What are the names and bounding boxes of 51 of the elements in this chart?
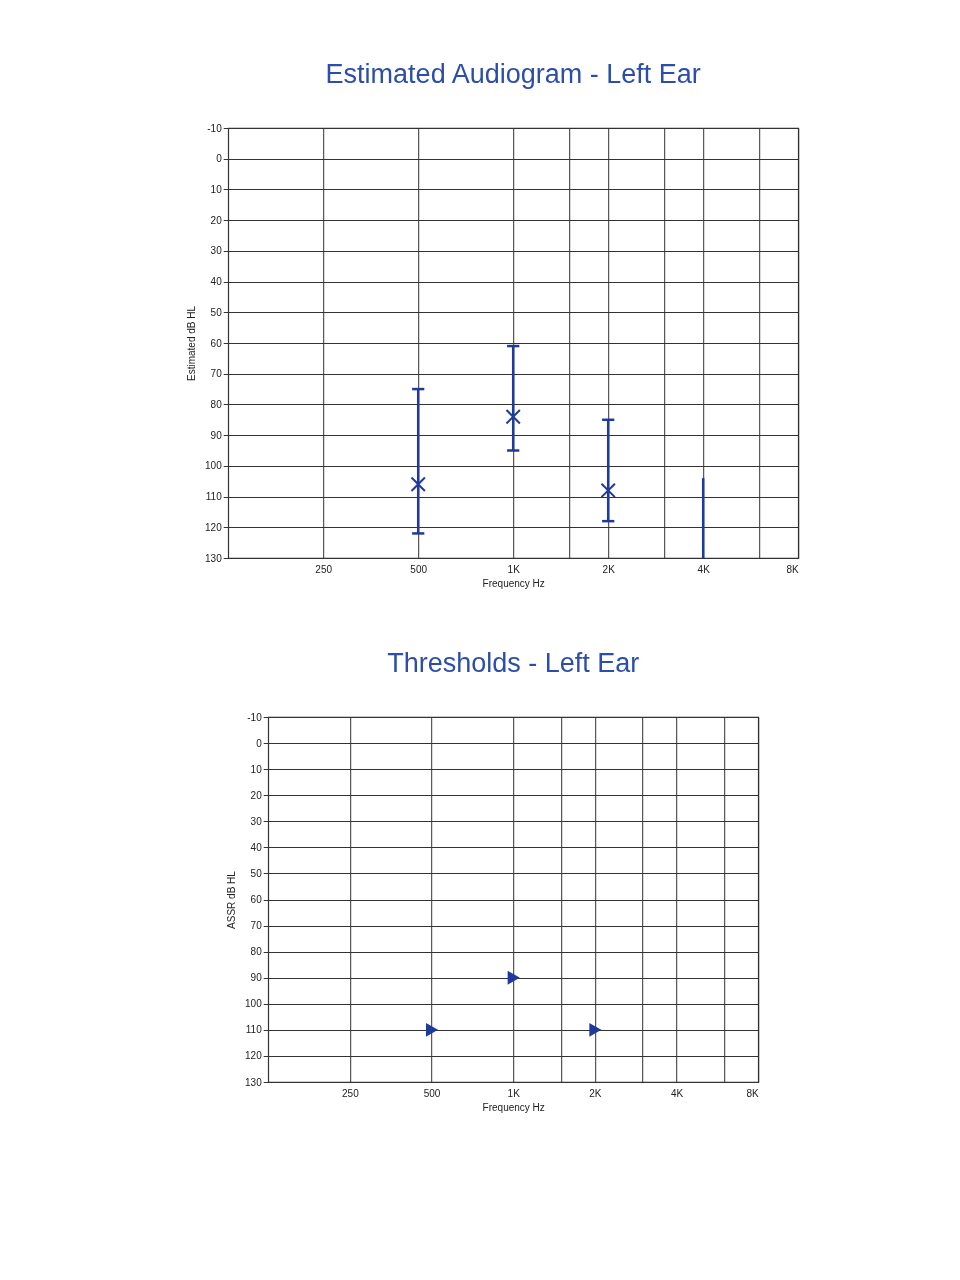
y-tick-label: 80 xyxy=(250,946,263,958)
x-tick-label: 250 xyxy=(315,563,333,575)
y-tick-label: 50 xyxy=(250,867,263,879)
x-tick-label: 1K xyxy=(507,563,521,575)
y-tick-label: 50 xyxy=(210,306,223,318)
y-tick-label: 30 xyxy=(210,245,223,257)
y-tick-label: 60 xyxy=(210,337,223,349)
point xyxy=(505,409,521,425)
chart-title: Thresholds - Left Ear xyxy=(387,648,640,678)
y-tick-label: 130 xyxy=(245,1076,263,1088)
y-tick-label: -10 xyxy=(247,711,263,723)
y-tick-label: 0 xyxy=(256,737,263,749)
y-axis-title: Estimated dB HL xyxy=(186,305,198,382)
x-tick-label: 8K xyxy=(746,1087,760,1099)
y-tick-label: 90 xyxy=(250,972,263,984)
y-tick-label: 80 xyxy=(210,398,223,410)
x-axis-title: Frequency Hz xyxy=(482,1101,545,1113)
y-tick-label: 40 xyxy=(250,841,263,853)
point xyxy=(600,482,616,499)
y-tick-label: 130 xyxy=(205,552,223,564)
y-tick-label: 30 xyxy=(250,815,263,827)
x-tick-label: 4K xyxy=(670,1087,684,1099)
x-tick-label: 4K xyxy=(697,563,711,575)
y-tick-label: 20 xyxy=(210,214,223,226)
x-tick-label: 500 xyxy=(410,563,428,575)
point xyxy=(410,476,426,492)
y-tick-label: 40 xyxy=(210,276,223,288)
y-tick-label: 110 xyxy=(245,1024,263,1036)
x-axis-title: Frequency Hz xyxy=(482,577,545,589)
x-tick-label: 8K xyxy=(786,563,800,575)
y-tick-label: 70 xyxy=(210,368,223,380)
y-tick-label: 100 xyxy=(245,998,263,1010)
y-tick-label: -10 xyxy=(207,122,223,134)
y-tick-label: 10 xyxy=(210,183,223,195)
y-tick-label: 20 xyxy=(250,789,263,801)
y-tick-label: 120 xyxy=(205,521,223,533)
y-tick-label: 110 xyxy=(205,491,223,503)
y-tick-label: 10 xyxy=(250,763,263,775)
x-tick-label: 500 xyxy=(423,1087,441,1099)
y-tick-label: 100 xyxy=(205,460,223,472)
x-tick-label: 250 xyxy=(342,1087,360,1099)
x-tick-label: 2K xyxy=(602,563,616,575)
y-tick-label: 60 xyxy=(250,894,263,905)
y-tick-label: 120 xyxy=(245,1050,263,1062)
y-tick-label: 90 xyxy=(210,429,223,441)
y-axis-title: ASSR dB HL xyxy=(226,870,238,929)
chart-title: Estimated Audiogram - Left Ear xyxy=(325,59,701,89)
y-tick-label: 0 xyxy=(216,153,223,165)
x-tick-label: 2K xyxy=(589,1087,602,1099)
x-tick-label: 1K xyxy=(507,1087,521,1099)
y-tick-label: 70 xyxy=(250,920,263,932)
